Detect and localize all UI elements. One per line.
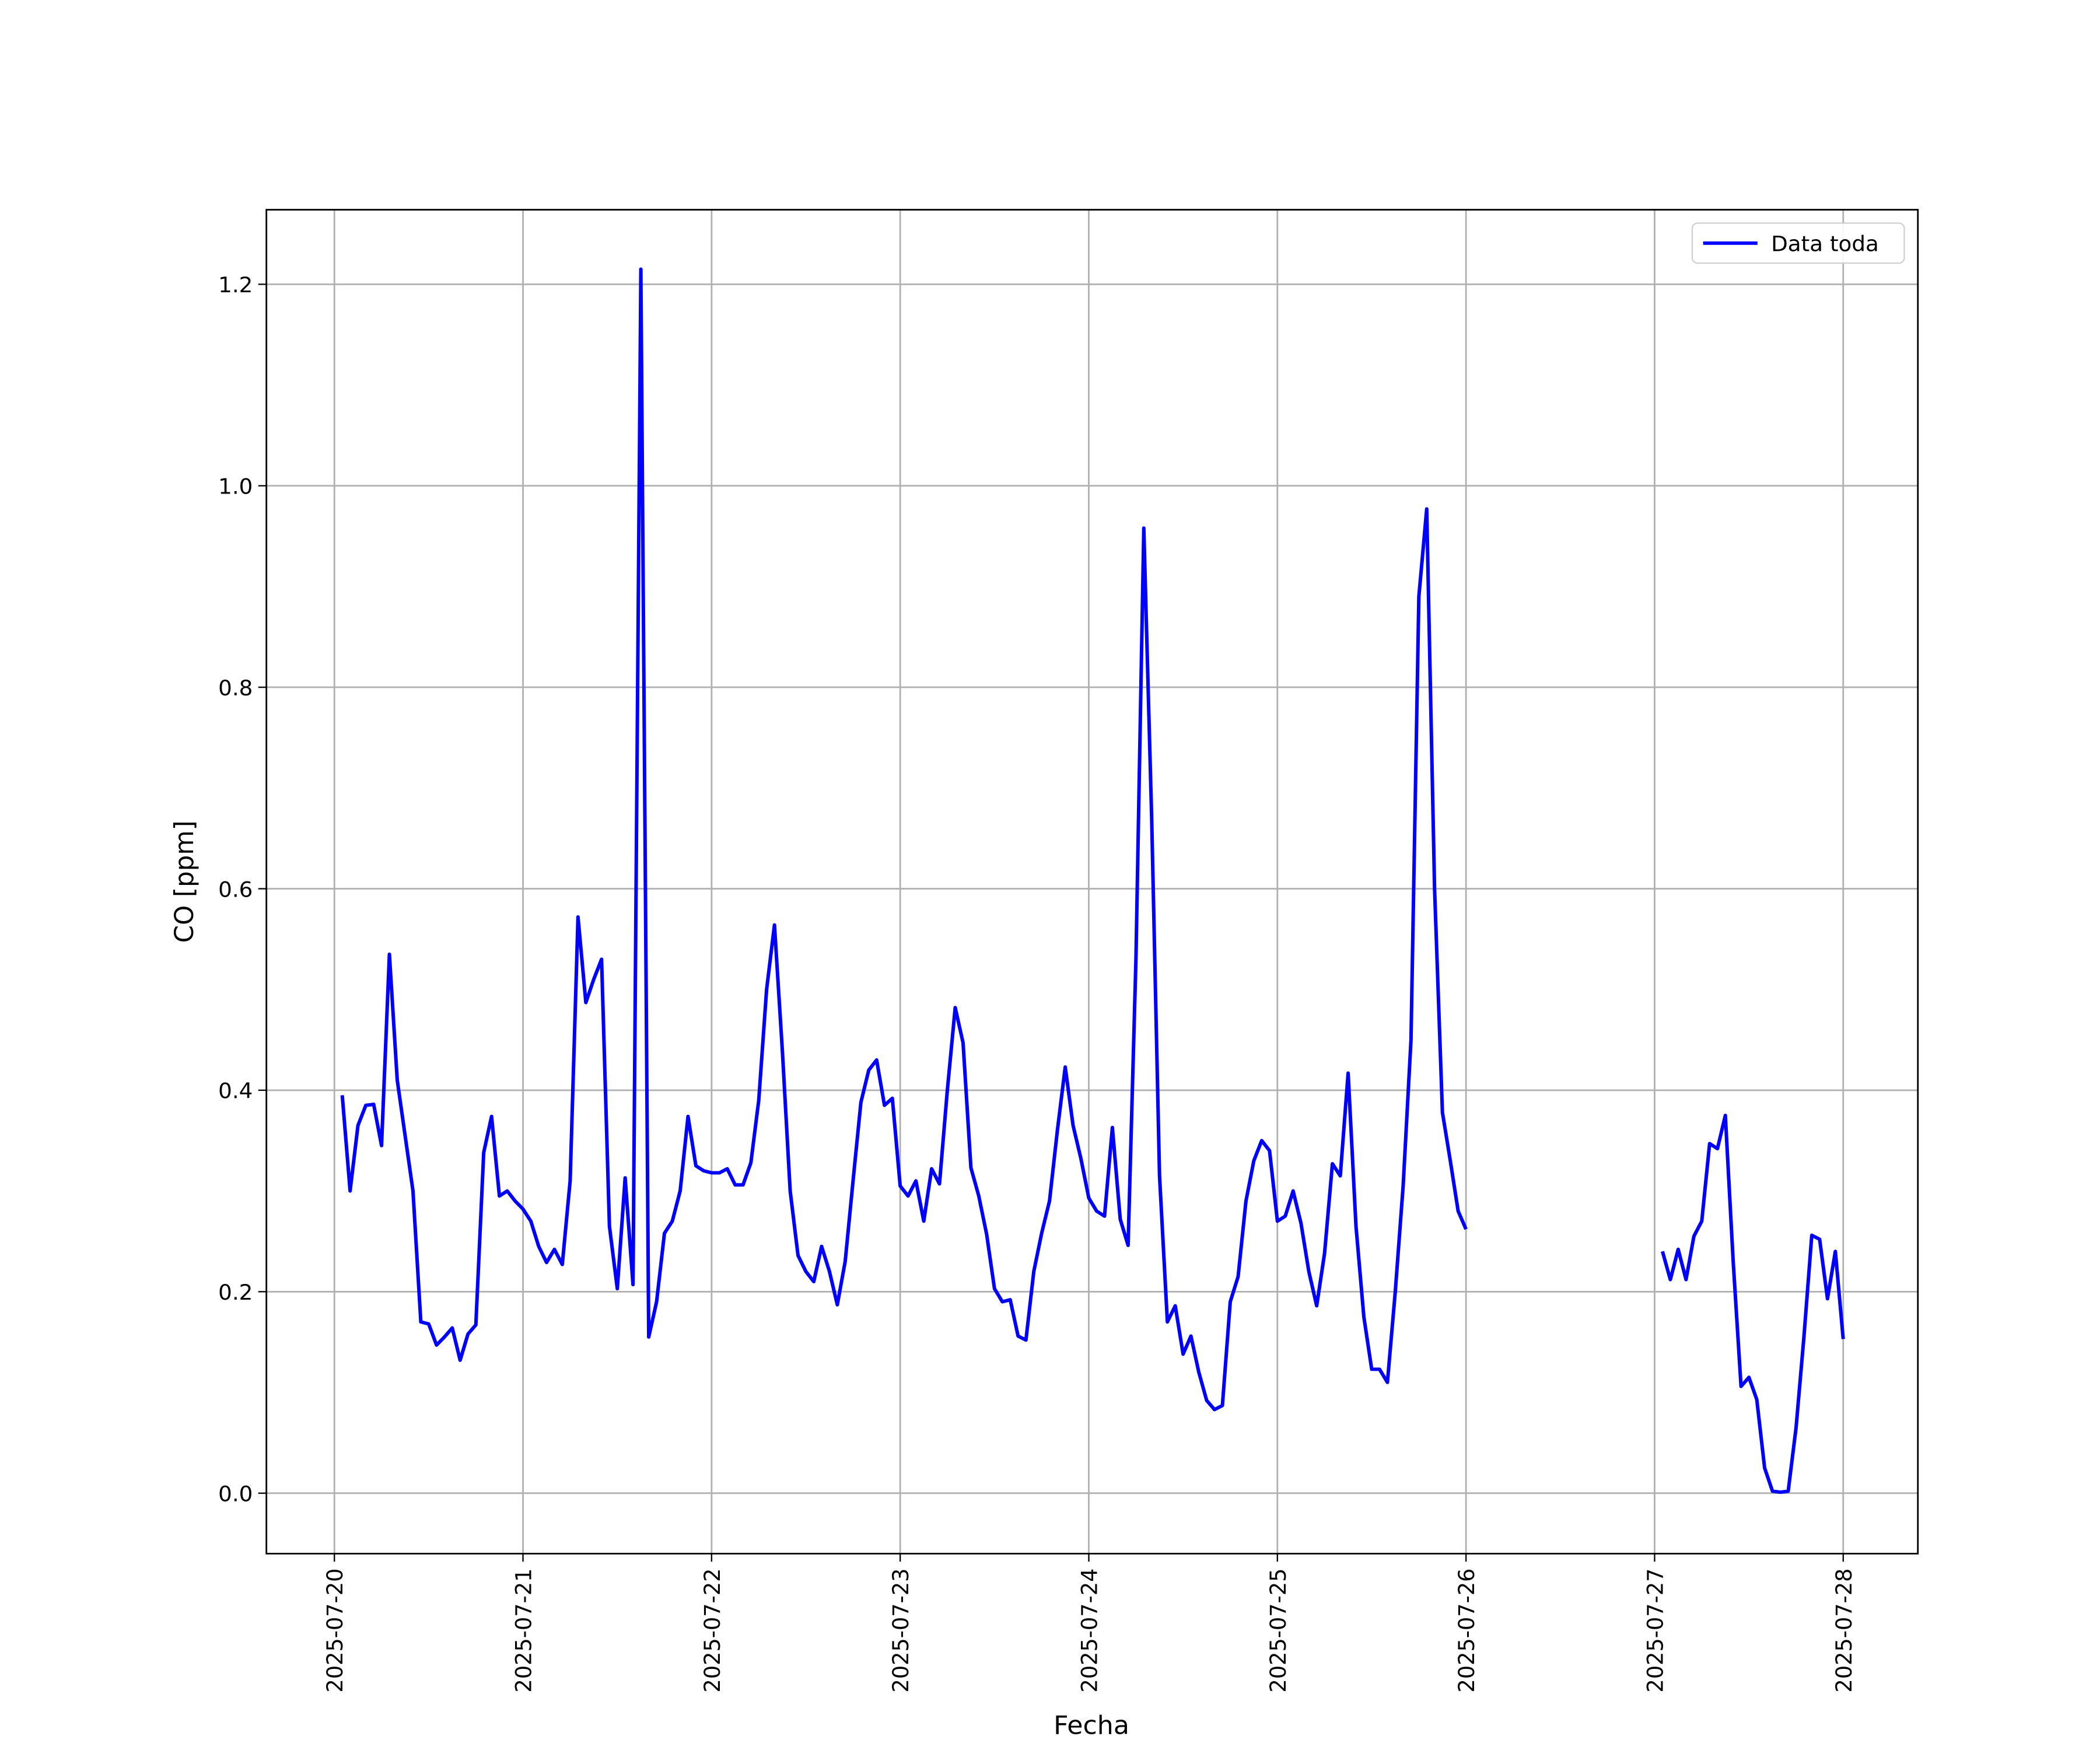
- legend: Data toda: [1691, 222, 1905, 264]
- x-tick-label: 2025-07-21: [511, 1569, 536, 1693]
- y-tick-label: 0.2: [218, 1280, 253, 1305]
- legend-label: Data toda: [1771, 232, 1879, 257]
- y-tick-label: 1.0: [218, 474, 253, 499]
- legend-box: [1691, 222, 1905, 264]
- x-tick-label: 2025-07-25: [1266, 1569, 1291, 1693]
- x-tick-label: 2025-07-23: [888, 1569, 914, 1693]
- grid: [266, 209, 1918, 1554]
- x-tick-label: 2025-07-26: [1454, 1569, 1479, 1693]
- plot-frame: [265, 209, 1919, 1555]
- x-axis-label: Fecha: [1054, 1711, 1129, 1741]
- x-tick-label: 2025-07-24: [1077, 1569, 1102, 1693]
- y-tick-label: 0.8: [218, 676, 253, 701]
- y-tick-label: 1.2: [218, 272, 253, 298]
- x-tick-label: 2025-07-27: [1643, 1569, 1668, 1693]
- y-tick-label: 0.4: [218, 1079, 253, 1104]
- y-tick-label: 0.0: [218, 1482, 253, 1507]
- x-tick-label: 2025-07-22: [700, 1569, 725, 1693]
- x-tick-label: 2025-07-20: [323, 1569, 348, 1693]
- y-axis-label: CO [ppm]: [170, 820, 200, 943]
- data-line: [340, 267, 1845, 1494]
- x-tick-label: 2025-07-28: [1831, 1569, 1856, 1693]
- y-tick-label: 0.6: [218, 877, 253, 902]
